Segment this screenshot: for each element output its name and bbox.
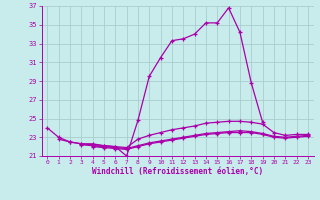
X-axis label: Windchill (Refroidissement éolien,°C): Windchill (Refroidissement éolien,°C): [92, 167, 263, 176]
